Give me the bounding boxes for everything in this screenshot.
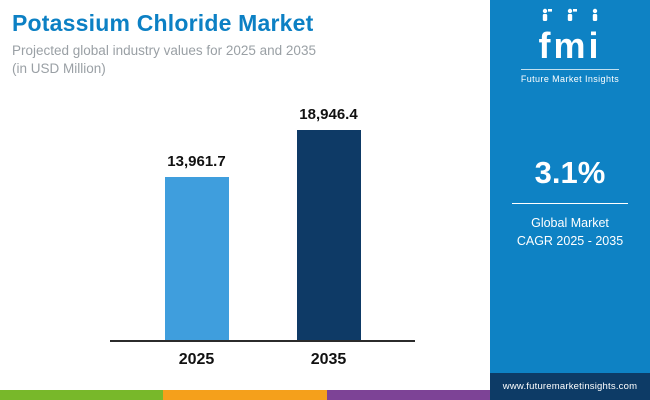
- fmi-logo-tagline: Future Market Insights: [520, 69, 620, 84]
- bar-group-2025: 13,961.7: [164, 106, 229, 340]
- bar-value-label-2035: 18,946.4: [299, 106, 358, 123]
- bar-value-label-2025: 13,961.7: [167, 152, 226, 170]
- sidebar-panel: fmi Future Market Insights 3.1% Global M…: [490, 0, 650, 400]
- stripe-orange: [163, 390, 327, 400]
- fmi-figures-icon: [542, 8, 598, 21]
- fmi-logo-text: fmi: [538, 25, 602, 66]
- cagr-label: Global Market CAGR 2025 - 2035: [490, 214, 650, 250]
- cagr-divider: [512, 203, 628, 204]
- stripe-purple: [326, 390, 490, 400]
- footer-url: www.futuremarketinsights.com: [502, 381, 638, 392]
- x-axis-label-2025: 2025: [178, 351, 215, 368]
- bottom-color-stripes: [0, 390, 490, 400]
- page-title: Potassium Chloride Market: [12, 10, 314, 36]
- bar-2025: [164, 176, 229, 340]
- chart-panel: Potassium Chloride Market Projected glob…: [0, 10, 490, 400]
- stripe-green: [0, 390, 164, 400]
- subtitle-line-1: Projected global industry values for 202…: [12, 43, 316, 58]
- cagr-value: 3.1%: [534, 155, 606, 190]
- subtitle-line-2: (in USD Million): [12, 61, 106, 77]
- bar-2035: [296, 130, 361, 340]
- chart-header: Potassium Chloride Market Projected glob…: [12, 10, 316, 78]
- x-axis-labels: 2025 2035: [110, 351, 415, 369]
- cagr-label-line-1: Global Market: [531, 216, 609, 230]
- footer-bar: www.futuremarketinsights.com: [490, 373, 650, 400]
- x-axis-label-2035: 2035: [310, 351, 347, 368]
- chart-subtitle: Projected global industry values for 202…: [12, 42, 316, 78]
- fmi-logo: fmi Future Market Insights: [490, 0, 650, 87]
- bars-container: 13,961.7 18,946.4: [110, 106, 415, 340]
- bar-group-2035: 18,946.4: [296, 106, 361, 340]
- cagr-label-line-2: CAGR 2025 - 2035: [516, 234, 624, 249]
- bar-chart-plot-area: 13,961.7 18,946.4: [110, 106, 415, 342]
